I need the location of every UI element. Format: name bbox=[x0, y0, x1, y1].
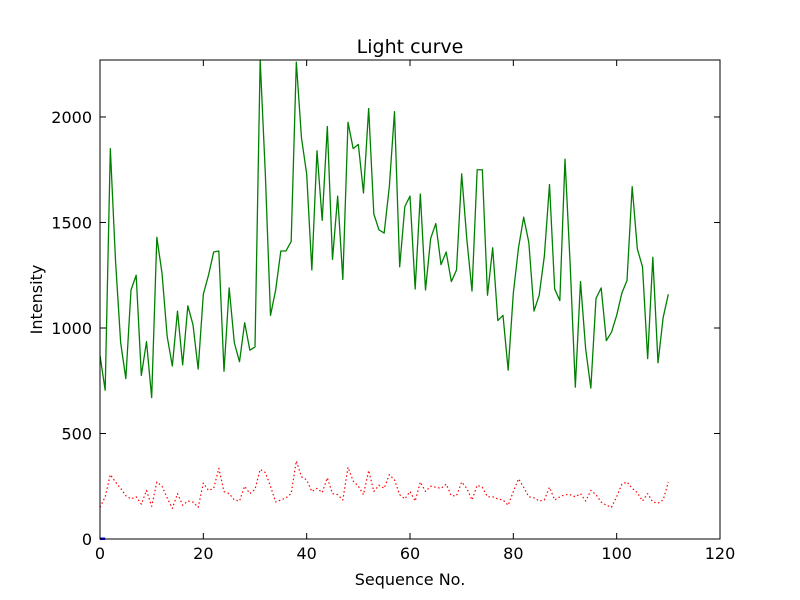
y-tick-label: 1500 bbox=[51, 213, 92, 232]
series-line-1 bbox=[100, 59, 669, 399]
x-tick-label: 120 bbox=[705, 544, 736, 563]
x-tick-label: 80 bbox=[503, 544, 523, 563]
x-tick-label: 40 bbox=[296, 544, 316, 563]
chart-title: Light curve bbox=[357, 36, 464, 58]
x-tick-label: 60 bbox=[400, 544, 420, 563]
y-axis-label: Intensity bbox=[27, 265, 46, 335]
x-tick-label: 0 bbox=[95, 544, 105, 563]
y-tick-label: 2000 bbox=[51, 108, 92, 127]
plot-frame bbox=[99, 59, 721, 540]
x-axis-label: Sequence No. bbox=[355, 570, 466, 589]
x-axis-ticks: 0 20 40 60 80 100 120 bbox=[95, 60, 735, 563]
series-line-2 bbox=[100, 460, 669, 509]
y-tick-label: 500 bbox=[61, 424, 92, 443]
series-layer bbox=[100, 59, 669, 540]
x-tick-label: 20 bbox=[193, 544, 213, 563]
y-tick-label: 1000 bbox=[51, 319, 92, 338]
x-tick-label: 100 bbox=[601, 544, 632, 563]
y-tick-label: 0 bbox=[82, 530, 92, 549]
y-axis-ticks: 0 500 1000 1500 2000 bbox=[51, 108, 720, 549]
